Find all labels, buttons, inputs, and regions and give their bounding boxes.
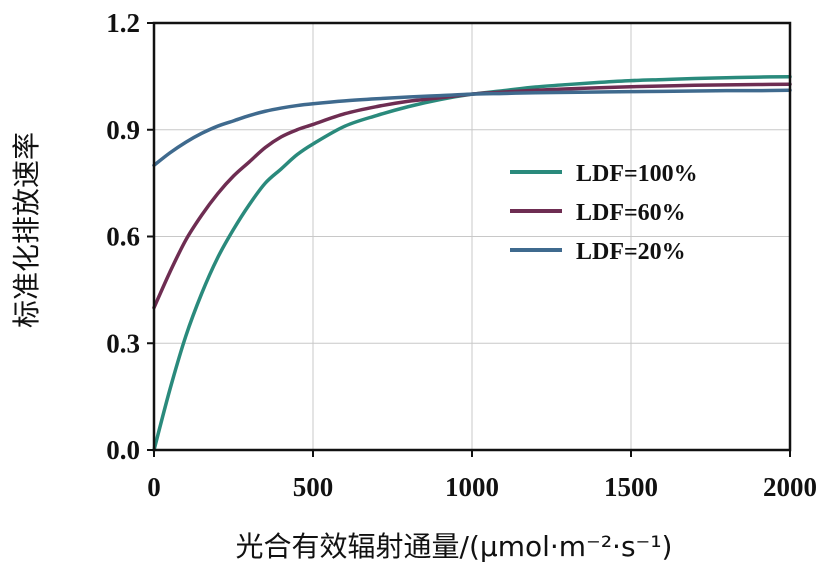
x-axis: 0 500 1000 1500 2000	[147, 450, 817, 502]
grid	[154, 23, 790, 450]
y-tick-label: 0.0	[106, 435, 140, 465]
y-axis-title: 标准化排放速率	[10, 132, 43, 328]
series-layer	[152, 74, 792, 452]
legend-label: LDF=100%	[576, 161, 698, 187]
legend-label: LDF=60%	[576, 200, 686, 226]
x-tick-label: 0	[147, 472, 161, 502]
series-line-3	[152, 88, 792, 168]
x-tick-label: 1000	[445, 472, 499, 502]
series-line-1	[152, 74, 792, 452]
x-axis-title: 光合有效辐射通量/(μmol·m⁻²·s⁻¹)	[236, 530, 673, 563]
y-tick-label: 0.9	[106, 115, 140, 145]
legend-label: LDF=20%	[576, 239, 686, 265]
series-line-2	[152, 82, 792, 310]
x-tick-label: 2000	[763, 472, 817, 502]
y-tick-label: 0.3	[106, 328, 140, 358]
x-tick-label: 500	[293, 472, 334, 502]
legend: LDF=100% LDF=60% LDF=20%	[510, 161, 698, 265]
x-tick-label: 1500	[604, 472, 658, 502]
y-tick-label: 1.2	[106, 8, 140, 38]
y-tick-label: 0.6	[106, 222, 140, 252]
y-axis: 0.0 0.3 0.6 0.9 1.2	[106, 8, 154, 465]
